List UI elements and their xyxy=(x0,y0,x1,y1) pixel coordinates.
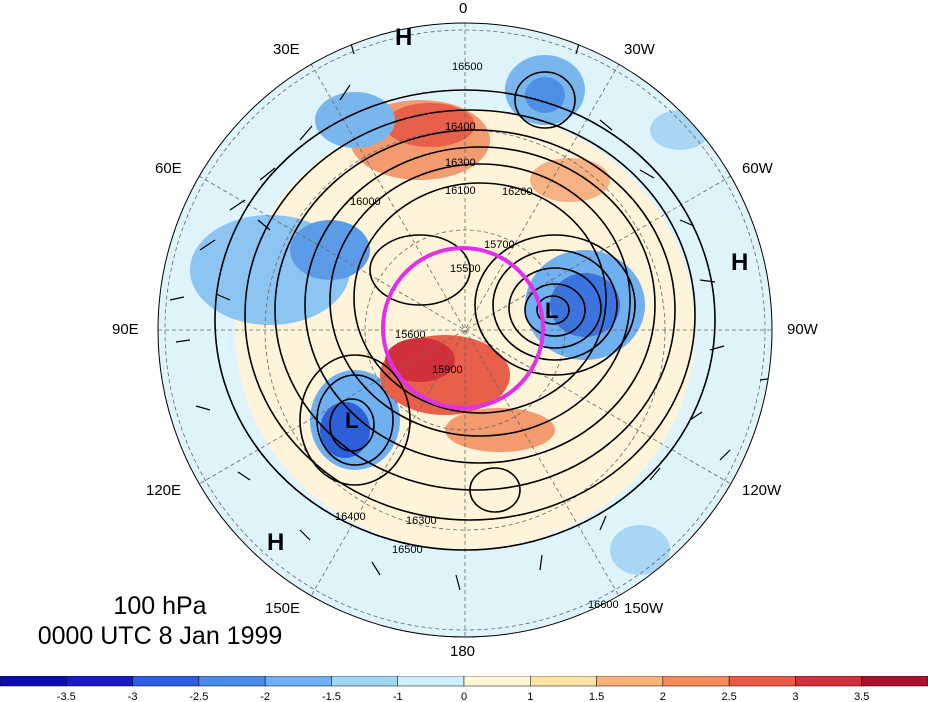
colorbar-ticks: -3.5 -3 -2.5 -2 -1.5 -1 0 1 1.5 2 2.5 3 3.5 xyxy=(57,691,870,702)
longitude-label: 90E xyxy=(112,321,139,338)
contour-label: 16100 xyxy=(445,185,476,197)
colorbar-tick-label: -2.5 xyxy=(189,691,208,702)
height-contours xyxy=(214,71,716,551)
level-label: 100 hPa xyxy=(113,592,207,620)
contour-label: 16200 xyxy=(502,186,533,198)
longitude-label: 60E xyxy=(155,160,182,177)
colorbar-swatch xyxy=(66,676,133,687)
colorbar-tick-label: -2 xyxy=(260,691,270,702)
contour-label: 16300 xyxy=(406,515,437,527)
contour-labels: 16500 16400 16300 16100 16200 16000 1570… xyxy=(335,61,619,611)
pressure-centers: H H H L L xyxy=(267,24,748,556)
contour-label: 16600 xyxy=(588,599,619,611)
low-center-label: L xyxy=(545,298,558,323)
colorbar-swatch xyxy=(331,676,398,687)
high-center-label: H xyxy=(395,24,412,51)
colorbar-swatch xyxy=(530,676,597,687)
colorbar-swatch xyxy=(132,676,200,687)
contour-label: 15600 xyxy=(395,329,426,341)
longitude-label: 180 xyxy=(450,643,476,660)
colorbar-swatch xyxy=(662,676,730,687)
longitude-label: 150W xyxy=(624,600,664,617)
colorbar: -3.5 -3 -2.5 -2 -1.5 -1 0 1 1.5 2 2.5 3 3.5 xyxy=(0,676,928,702)
colorbar-tick-label: 1.5 xyxy=(589,691,604,702)
colorbar-tick-label: -1.5 xyxy=(322,691,341,702)
contour-label: 16400 xyxy=(335,511,366,523)
colorbar-tick-label: 2.5 xyxy=(721,691,736,702)
time-label: 0000 UTC 8 Jan 1999 xyxy=(37,622,283,650)
longitude-label: 150E xyxy=(265,600,301,617)
contour-label: 16500 xyxy=(452,61,483,73)
colorbar-tick-label: 3 xyxy=(792,691,798,702)
colorbar-tick-label: 0 xyxy=(461,691,467,702)
colorbar-swatch xyxy=(198,676,266,687)
colorbar-swatch xyxy=(596,676,664,687)
contour-label: 15700 xyxy=(484,239,515,251)
colorbar-tick-label: 1 xyxy=(527,691,533,702)
colorbar-tick-label: -1 xyxy=(393,691,403,702)
graticule xyxy=(158,23,772,637)
contour-label: 16500 xyxy=(392,544,423,556)
colorbar-tick-label: 2 xyxy=(660,691,666,702)
highlight-circle xyxy=(381,246,545,410)
colorbar-tick-label: -3 xyxy=(128,691,138,702)
high-center-label: H xyxy=(267,529,284,556)
longitude-label: 30W xyxy=(624,41,655,58)
colorbar-swatch xyxy=(264,676,332,687)
colorbar-swatch xyxy=(0,676,67,687)
map-boundary xyxy=(157,22,773,638)
colorbar-swatch xyxy=(728,676,796,687)
longitude-label: 120E xyxy=(146,482,182,499)
colorbar-tick-label: -3.5 xyxy=(57,691,76,702)
colorbar-swatch xyxy=(397,676,465,687)
low-center-label: L xyxy=(345,408,358,433)
longitude-label: 90W xyxy=(787,321,818,338)
colorbar-swatch xyxy=(463,676,531,687)
contour-label: 16000 xyxy=(350,196,381,208)
high-center-label: H xyxy=(731,249,748,276)
colorbar-tick-label: 3.5 xyxy=(854,691,869,702)
longitude-label: 30E xyxy=(273,41,300,58)
longitude-label: 60W xyxy=(742,160,773,177)
colorbar-swatch xyxy=(861,676,928,687)
colorbar-swatches xyxy=(0,676,928,687)
contour-label: 16300 xyxy=(445,157,476,169)
contour-label: 16400 xyxy=(445,121,476,133)
longitude-label: 120W xyxy=(742,482,782,499)
contour-label: 15500 xyxy=(450,263,481,275)
longitude-label: 0 xyxy=(459,0,468,17)
colorbar-swatch xyxy=(795,676,862,687)
contour-label: 15900 xyxy=(432,364,463,376)
